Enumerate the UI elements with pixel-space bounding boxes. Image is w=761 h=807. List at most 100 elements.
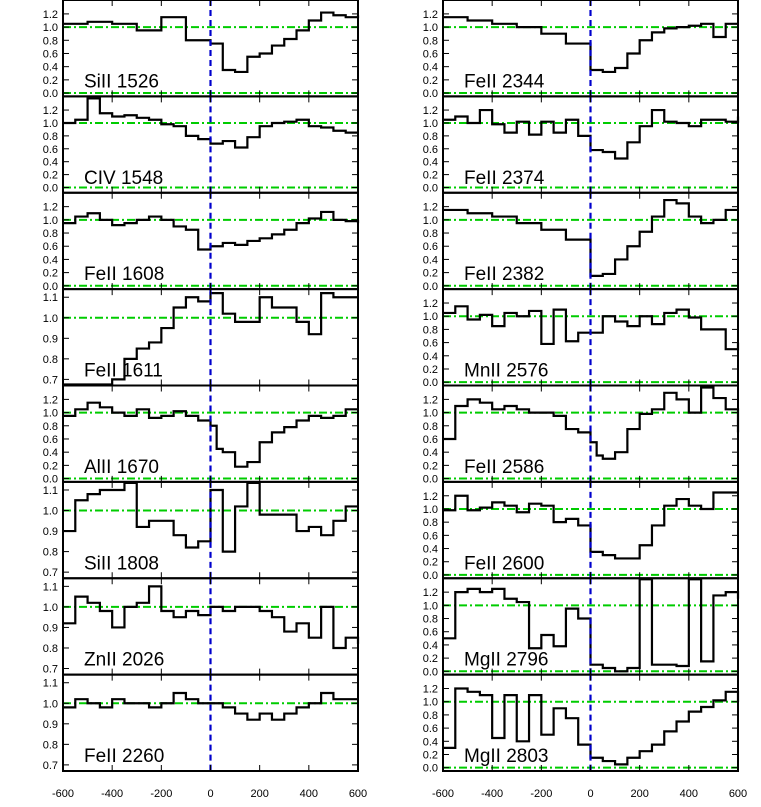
y-tick-label: 0.9 <box>43 622 58 634</box>
spectrum-line <box>443 386 740 460</box>
y-tick-label: 1.0 <box>423 215 438 227</box>
y-tick-label: 1.0 <box>423 22 438 34</box>
panel-label: AlII 1670 <box>84 457 159 478</box>
x-tick-label: -600 <box>52 788 74 800</box>
x-tick-label: 400 <box>300 788 318 800</box>
panel-label: SiII 1808 <box>84 553 159 574</box>
y-tick-label: 1.2 <box>423 105 438 117</box>
y-tick-label: 1.2 <box>423 587 438 599</box>
y-tick-label: 1.1 <box>43 292 58 304</box>
y-tick-label: 1.0 <box>43 698 58 710</box>
panel-label: FeII 2344 <box>464 71 545 92</box>
y-tick-label: 0.6 <box>423 530 438 542</box>
y-tick-label: 0.7 <box>43 374 58 386</box>
y-tick-label: 0.6 <box>43 144 58 156</box>
x-tick-label: -200 <box>530 788 552 800</box>
x-tick-label: -400 <box>481 788 503 800</box>
y-tick-label: 0.2 <box>423 364 438 376</box>
panel-label: FeII 2260 <box>84 746 164 767</box>
y-tick-label: 0.2 <box>43 75 58 87</box>
y-tick-label: 1.0 <box>43 22 58 34</box>
y-tick-label: 0.2 <box>43 268 58 280</box>
y-tick-label: 0.0 <box>423 377 438 389</box>
y-tick-label: 0.6 <box>423 338 438 350</box>
y-tick-label: 1.1 <box>43 581 58 593</box>
panel-label: ZnII 2026 <box>84 650 164 671</box>
y-tick-label: 0.9 <box>43 333 58 345</box>
y-tick-label: 0.8 <box>43 354 58 366</box>
y-tick-label: 0.2 <box>423 268 438 280</box>
panel-label: SiII 1526 <box>84 71 159 92</box>
y-tick-label: 1.0 <box>423 504 438 516</box>
y-tick-label: 1.2 <box>423 298 438 310</box>
y-tick-label: 0.9 <box>43 719 58 731</box>
x-tick-label: 200 <box>250 788 268 800</box>
spectrum-line <box>63 691 358 721</box>
spectrum-line <box>443 491 738 560</box>
y-tick-label: 0.8 <box>423 324 438 336</box>
y-tick-label: 0.4 <box>423 62 438 74</box>
spectrum-line <box>63 11 360 74</box>
y-tick-label: 1.2 <box>43 105 58 117</box>
x-tick-label: -600 <box>432 788 454 800</box>
y-tick-label: 1.0 <box>423 697 438 709</box>
y-tick-label: 0.6 <box>423 723 438 735</box>
y-tick-label: 0.2 <box>423 749 438 761</box>
y-tick-label: 0.0 <box>423 88 438 100</box>
y-tick-label: 0.4 <box>423 640 438 652</box>
y-tick-label: 0.4 <box>423 254 438 266</box>
spectrum-line <box>63 292 358 386</box>
y-tick-label: 0.0 <box>43 474 58 486</box>
y-tick-label: 0.8 <box>43 547 58 559</box>
y-tick-label: 0.8 <box>43 739 58 751</box>
y-tick-label: 0.6 <box>423 627 438 639</box>
y-tick-label: 0.0 <box>43 88 58 100</box>
y-tick-label: 1.0 <box>43 313 58 325</box>
y-tick-label: 0.2 <box>423 460 438 472</box>
y-tick-label: 0.2 <box>423 75 438 87</box>
y-tick-label: 0.7 <box>43 567 58 579</box>
y-tick-label: 0.4 <box>423 157 438 169</box>
y-tick-label: 0.4 <box>423 736 438 748</box>
y-tick-label: 0.6 <box>423 241 438 253</box>
y-tick-label: 0.4 <box>423 544 438 556</box>
y-tick-label: 0.8 <box>43 35 58 47</box>
y-tick-label: 0.2 <box>423 557 438 569</box>
x-tick-label: -200 <box>150 788 172 800</box>
y-tick-label: 0.8 <box>43 643 58 655</box>
y-tick-label: 0.0 <box>43 281 58 293</box>
spectrum-line <box>63 401 358 468</box>
y-tick-label: 0.4 <box>423 351 438 363</box>
x-tick-label: 600 <box>729 788 747 800</box>
y-tick-label: 1.0 <box>423 311 438 323</box>
panel-label: FeII 2374 <box>464 168 545 189</box>
panel-label: FeII 1608 <box>84 264 164 285</box>
y-tick-label: 0.8 <box>423 421 438 433</box>
y-tick-label: 0.8 <box>423 131 438 143</box>
y-tick-label: 0.8 <box>423 35 438 47</box>
y-tick-label: 0.8 <box>423 517 438 529</box>
y-tick-label: 0.6 <box>43 241 58 253</box>
y-tick-label: 1.2 <box>423 684 438 696</box>
y-tick-label: 1.0 <box>43 408 58 420</box>
y-tick-label: 0.2 <box>423 653 438 665</box>
x-tick-label: 600 <box>349 788 367 800</box>
y-tick-label: 0.8 <box>423 710 438 722</box>
y-tick-label: 0.6 <box>43 48 58 60</box>
y-tick-label: 0.4 <box>43 447 58 459</box>
y-tick-label: 0.8 <box>43 421 58 433</box>
x-tick-label: 0 <box>587 788 593 800</box>
x-tick-label: 200 <box>630 788 648 800</box>
panel-label: MgII 2796 <box>464 650 549 671</box>
y-tick-label: 0.0 <box>423 666 438 678</box>
y-tick-label: 0.7 <box>43 664 58 676</box>
y-tick-label: 0.8 <box>43 228 58 240</box>
y-tick-label: 0.2 <box>43 170 58 182</box>
y-tick-label: 1.0 <box>43 118 58 130</box>
y-tick-label: 0.8 <box>423 228 438 240</box>
y-tick-label: 0.2 <box>43 460 58 472</box>
x-tick-label: 0 <box>207 788 213 800</box>
panel-label: FeII 2586 <box>464 457 544 478</box>
y-tick-label: 0.4 <box>43 157 58 169</box>
